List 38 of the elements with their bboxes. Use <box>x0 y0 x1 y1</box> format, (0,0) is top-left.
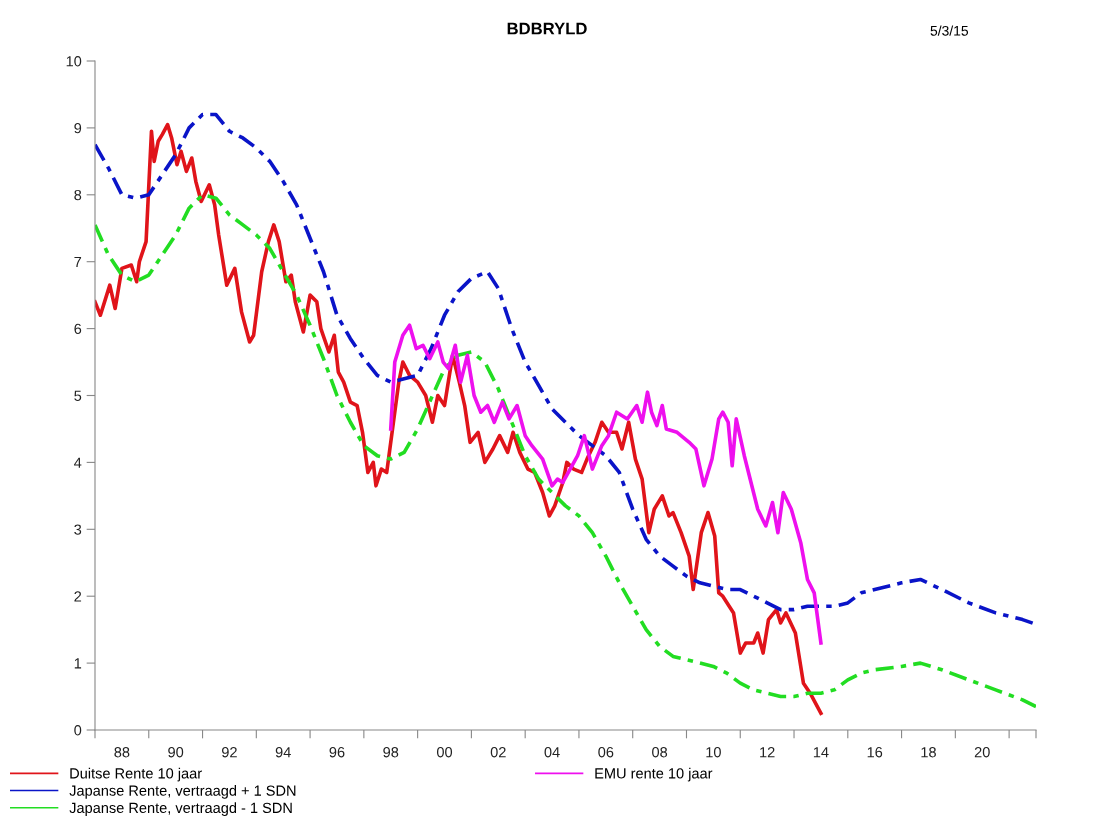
line-series <box>388 323 823 645</box>
chart-title: BDBRYLD <box>507 22 587 35</box>
x-tick-label: 94 <box>275 747 291 758</box>
x-tick-label: 00 <box>436 747 453 758</box>
line-series <box>95 112 1036 627</box>
legend-label: Japanse Rente, vertraagd - 1 SDN <box>69 802 292 816</box>
text: 5/3/15 <box>930 25 969 36</box>
line-series <box>95 192 1036 709</box>
y-tick-label: 1 <box>74 658 82 669</box>
legend-label: Japanse Rente, vertraagd + 1 SDN <box>69 785 296 799</box>
x-tick-label: 12 <box>760 747 775 758</box>
y-tick-label: 7 <box>74 256 82 267</box>
x-tick-label: 92 <box>222 747 237 758</box>
x-tick-label: 20 <box>974 747 990 758</box>
x-tick-label: 02 <box>490 747 506 758</box>
y-tick-label: 4 <box>74 457 82 468</box>
y-tick-label: 3 <box>74 524 82 535</box>
y-tick-label: 9 <box>74 123 82 134</box>
x-tick-label: 08 <box>652 747 668 758</box>
x-tick-label: 18 <box>921 747 936 758</box>
y-tick-label: 5 <box>74 390 82 401</box>
x-tick-label: 06 <box>598 747 614 758</box>
x-tick-label: 90 <box>168 747 184 758</box>
x-tick-label: 98 <box>383 747 399 758</box>
y-tick-label: 10 <box>66 56 82 67</box>
x-tick-label: 96 <box>329 747 345 758</box>
x-tick-label: 10 <box>706 747 721 758</box>
y-tick-label: 2 <box>74 591 82 602</box>
y-tick-label: 8 <box>74 189 82 201</box>
x-tick-label: 88 <box>114 747 130 758</box>
y-tick-label: 6 <box>74 323 82 335</box>
legend-label: EMU rente 10 jaar <box>595 767 713 782</box>
y-tick-label: 0 <box>74 725 82 736</box>
line-series <box>95 122 823 716</box>
legend-label: Duitse Rente 10 jaar <box>70 767 202 782</box>
x-tick-label: 16 <box>867 747 883 758</box>
x-tick-label: 14 <box>813 747 829 758</box>
x-tick-label: 04 <box>544 747 560 758</box>
